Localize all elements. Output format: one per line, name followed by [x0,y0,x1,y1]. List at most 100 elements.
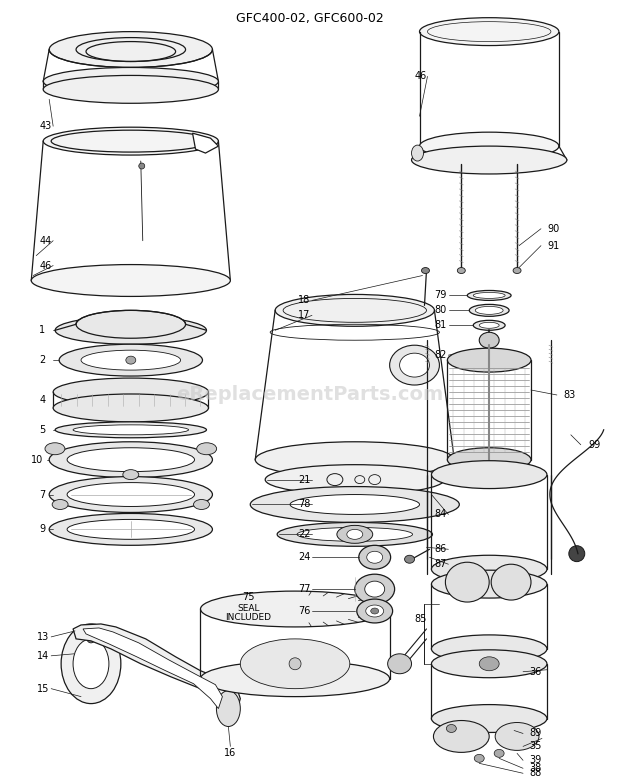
Polygon shape [193,133,218,153]
Ellipse shape [200,661,389,697]
Ellipse shape [297,527,412,541]
Ellipse shape [216,691,241,726]
Ellipse shape [420,132,559,160]
Polygon shape [73,624,241,719]
Text: 88: 88 [529,768,541,778]
Ellipse shape [193,500,210,509]
Text: 35: 35 [529,741,541,752]
Ellipse shape [61,624,121,704]
Text: 79: 79 [435,290,447,300]
Text: 22: 22 [298,529,311,540]
Ellipse shape [432,635,547,663]
Text: 84: 84 [435,509,446,519]
Ellipse shape [474,755,484,762]
Ellipse shape [432,555,547,583]
Ellipse shape [73,639,109,689]
Text: 76: 76 [298,606,311,616]
Text: 1: 1 [39,325,45,335]
Ellipse shape [52,500,68,509]
Ellipse shape [473,321,505,330]
Text: 39: 39 [529,755,541,766]
Text: 46: 46 [415,71,427,81]
Ellipse shape [445,562,489,602]
Text: 24: 24 [298,552,311,562]
Text: 38: 38 [529,763,541,773]
Ellipse shape [367,551,383,563]
Text: 46: 46 [39,260,51,271]
Ellipse shape [59,344,203,376]
Text: GFC400-02, GFC600-02: GFC400-02, GFC600-02 [236,12,384,25]
Text: 10: 10 [31,454,43,465]
Text: 21: 21 [298,475,311,485]
Ellipse shape [76,310,185,339]
Ellipse shape [366,605,384,617]
Text: 90: 90 [547,224,559,234]
Ellipse shape [43,127,218,155]
Ellipse shape [53,394,208,421]
Text: 18: 18 [298,296,310,306]
Ellipse shape [479,657,499,671]
Ellipse shape [448,348,531,372]
Ellipse shape [200,591,389,627]
Text: 81: 81 [435,321,446,330]
Ellipse shape [55,421,206,438]
Ellipse shape [432,461,547,489]
Ellipse shape [412,145,423,161]
Ellipse shape [49,442,213,478]
Ellipse shape [337,526,373,543]
Ellipse shape [359,545,391,569]
Text: 78: 78 [298,500,311,510]
Text: 9: 9 [39,525,45,534]
Text: 83: 83 [564,390,576,400]
Text: 36: 36 [529,667,541,676]
Ellipse shape [241,639,350,689]
Ellipse shape [405,555,415,563]
Ellipse shape [126,356,136,364]
Ellipse shape [479,332,499,348]
Text: 91: 91 [547,241,559,251]
Ellipse shape [197,443,216,454]
Ellipse shape [55,317,206,344]
Ellipse shape [479,322,499,328]
Ellipse shape [494,749,504,757]
Text: 43: 43 [39,121,51,131]
Ellipse shape [388,654,412,674]
Ellipse shape [458,267,465,274]
Text: 5: 5 [39,425,45,435]
Ellipse shape [290,494,420,515]
Text: 82: 82 [435,350,447,361]
Ellipse shape [389,345,440,385]
Text: 16: 16 [224,748,236,759]
Ellipse shape [495,723,539,751]
Text: 99: 99 [589,439,601,450]
Ellipse shape [355,574,394,604]
Ellipse shape [121,475,141,487]
Ellipse shape [371,608,379,614]
Ellipse shape [476,307,503,314]
Ellipse shape [49,514,213,545]
Text: 13: 13 [37,632,50,642]
Ellipse shape [49,476,213,512]
Polygon shape [83,628,223,708]
Ellipse shape [469,304,509,317]
Text: 75: 75 [242,592,255,602]
Ellipse shape [433,720,489,752]
Ellipse shape [467,290,511,300]
Ellipse shape [139,163,144,169]
Text: 86: 86 [435,544,446,554]
Ellipse shape [31,264,231,296]
Ellipse shape [49,31,213,67]
Text: 85: 85 [415,614,427,624]
Ellipse shape [275,295,435,326]
Ellipse shape [277,522,432,547]
Text: 87: 87 [435,559,447,569]
Ellipse shape [473,292,505,299]
Ellipse shape [513,267,521,274]
Ellipse shape [81,350,180,370]
Text: 80: 80 [435,305,446,315]
Ellipse shape [67,482,195,507]
Text: SEAL: SEAL [237,604,260,612]
Text: 89: 89 [529,729,541,738]
Ellipse shape [289,658,301,669]
Ellipse shape [53,378,208,406]
